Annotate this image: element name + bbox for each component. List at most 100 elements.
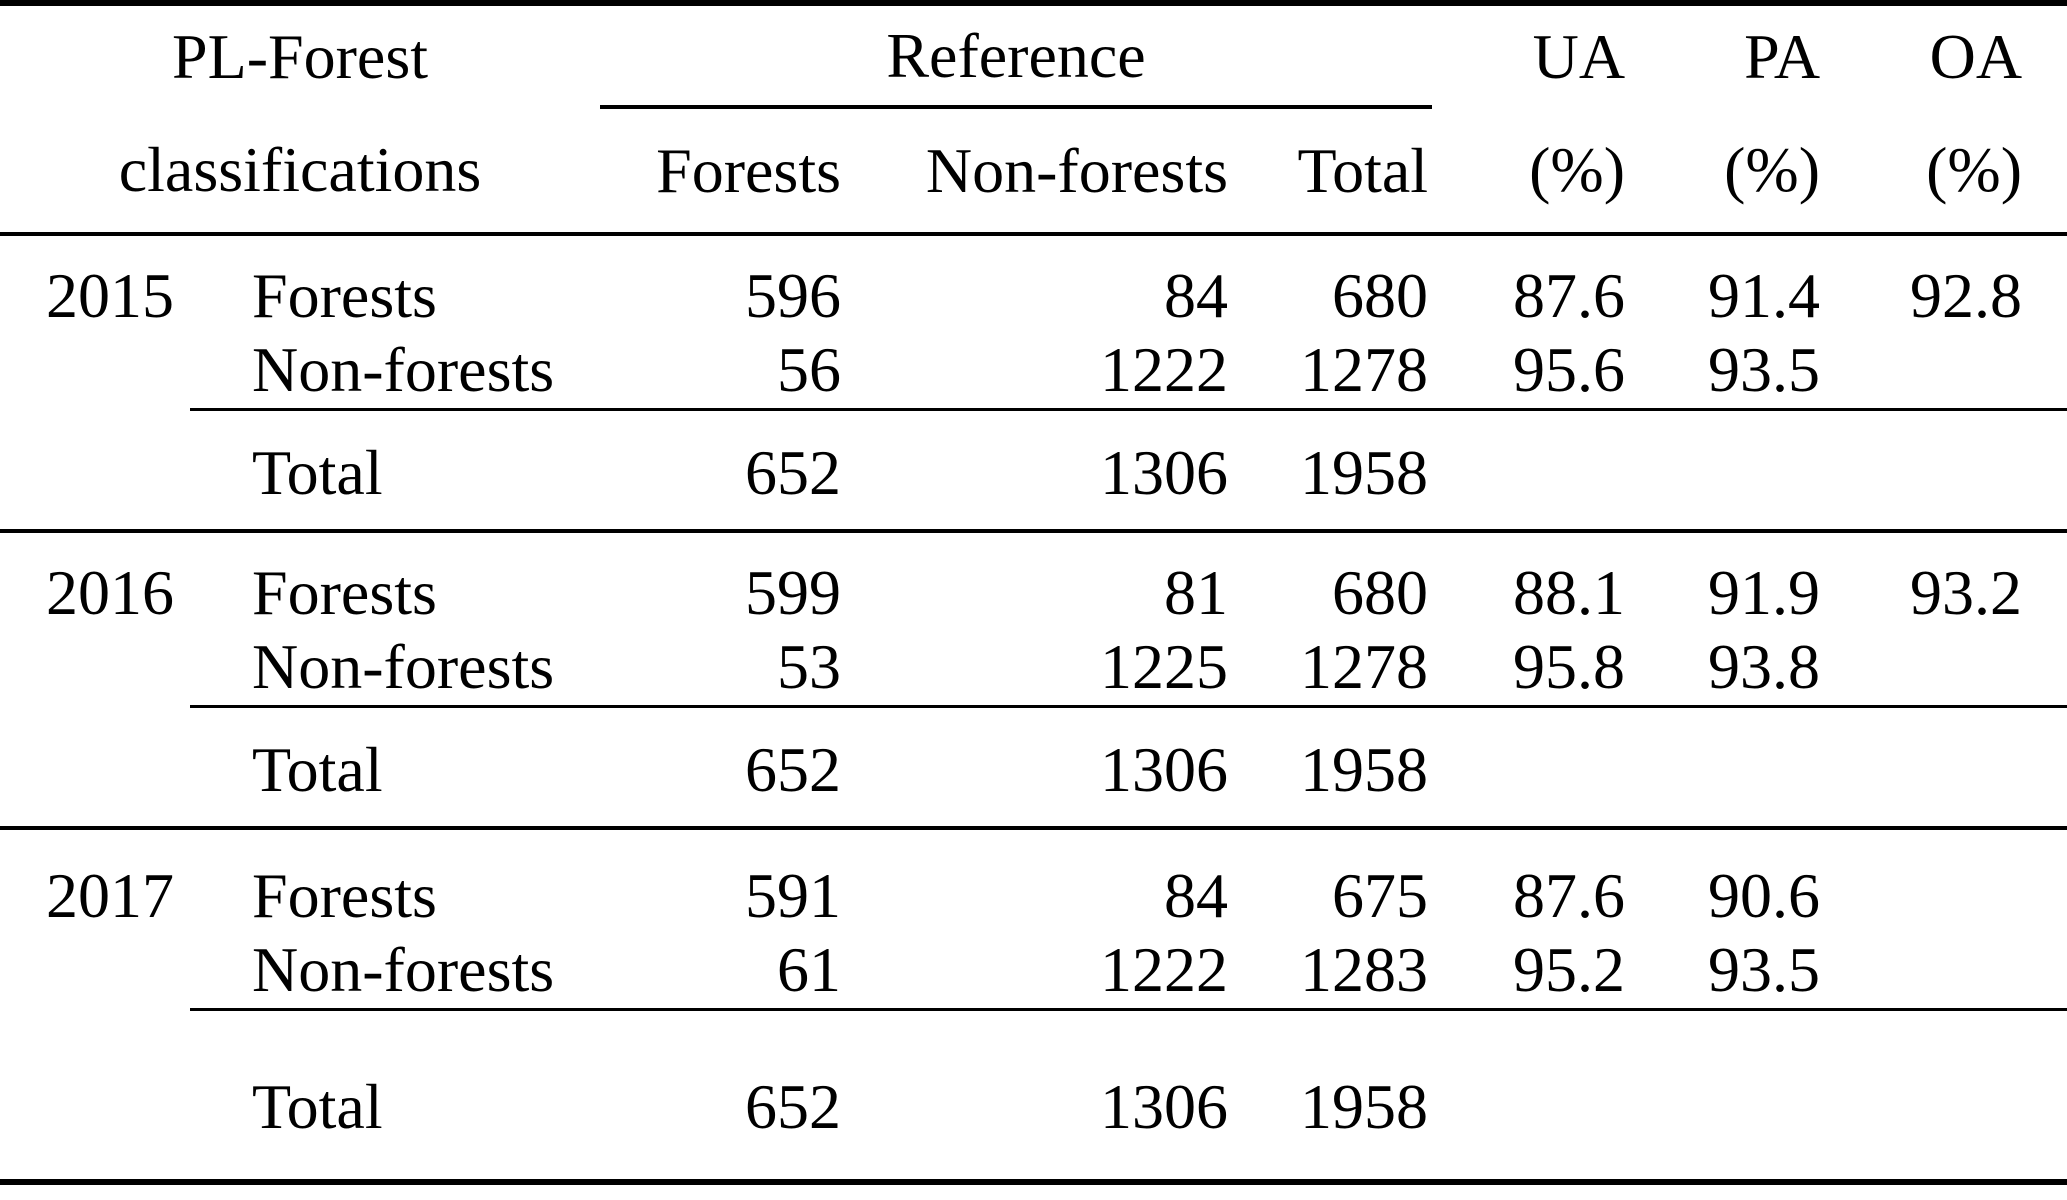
cell-oa: 93.2: [1910, 557, 2023, 628]
header-ua-unit: (%): [1529, 133, 1626, 205]
header-pl-forest: PL-Forest: [172, 20, 428, 92]
header-oa: OA: [1929, 20, 2023, 92]
table-row: Non-forests 53 1225 1278 95.8 93.8: [0, 631, 2067, 707]
cell-ref-nonforests: 1225: [1100, 631, 1228, 702]
cell-ref-nonforests: 84: [1164, 260, 1228, 331]
row-label: Forests: [252, 260, 437, 331]
cell-ref-total: 1278: [1300, 631, 1429, 702]
table-row: 2017 Forests 591 84 675 87.6 90.6: [0, 828, 2067, 934]
cell-ua: 95.8: [1513, 631, 1626, 702]
cell-oa: [1824, 631, 2067, 707]
cell-ref-total: 680: [1332, 260, 1429, 331]
year-block-2016: 2016 Forests 599 81 680 88.1 91.9 93.2 N…: [0, 531, 2067, 828]
cell-ua: [1432, 705, 1630, 828]
cell-ref-forests: 599: [745, 557, 841, 628]
year-cell-empty: [0, 410, 190, 532]
year-block-2015: 2015 Forests 596 84 680 87.6 91.4 92.8 N…: [0, 234, 2067, 531]
cell-ref-forests: 652: [600, 1008, 845, 1182]
total-label: Total: [190, 1008, 600, 1182]
year-cell-empty: [0, 334, 190, 410]
header-pa: PA: [1744, 20, 1821, 92]
cell-ref-total: 1958: [1232, 705, 1433, 828]
header-oa-unit: (%): [1926, 133, 2023, 205]
year-cell: 2016: [46, 557, 174, 628]
row-label: Forests: [252, 557, 437, 628]
year-block-2017: 2017 Forests 591 84 675 87.6 90.6 Non-fo…: [0, 828, 2067, 1182]
year-cell-empty: [0, 631, 190, 707]
cell-ua: 87.6: [1513, 260, 1626, 331]
cell-ref-forests: 61: [777, 934, 841, 1005]
cell-oa: [1824, 828, 2067, 934]
cell-ref-forests: 591: [745, 860, 841, 931]
cell-ref-nonforests: 84: [1164, 860, 1228, 931]
cell-ref-forests: 596: [745, 260, 841, 331]
row-label: Non-forests: [252, 934, 555, 1005]
cell-pa: [1629, 408, 1825, 531]
year-cell-empty: [0, 707, 190, 829]
cell-ref-nonforests: 1222: [1100, 934, 1228, 1005]
cell-ua: 95.6: [1513, 334, 1626, 405]
cell-oa: 92.8: [1910, 260, 2023, 331]
cell-ref-forests: 652: [600, 705, 845, 828]
cell-pa: 91.9: [1708, 557, 1821, 628]
table-row: Non-forests 61 1222 1283 95.2 93.5: [0, 934, 2067, 1010]
header-ua: UA: [1532, 20, 1626, 92]
cell-pa: 93.5: [1708, 934, 1821, 1005]
header-row-1: PL-Forest Reference UA PA OA: [0, 3, 2067, 109]
cell-ref-total: 675: [1332, 860, 1429, 931]
cell-ref-nonforests: 1306: [845, 408, 1232, 531]
table-row: 2016 Forests 599 81 680 88.1 91.9 93.2: [0, 531, 2067, 631]
cell-pa: 91.4: [1708, 260, 1821, 331]
cell-ref-nonforests: 1222: [1100, 334, 1228, 405]
cell-oa: [1824, 408, 2067, 531]
cell-pa: 93.8: [1708, 631, 1821, 702]
row-label: Non-forests: [252, 334, 555, 405]
cell-ref-forests: 56: [777, 334, 841, 405]
cell-ref-nonforests: 81: [1164, 557, 1228, 628]
cell-oa: [1824, 705, 2067, 828]
cell-ua: 95.2: [1513, 934, 1626, 1005]
cell-pa: [1629, 1008, 1825, 1182]
year-cell: 2015: [46, 260, 174, 331]
cell-ua: [1432, 408, 1630, 531]
header-classifications: classifications: [118, 133, 482, 205]
cell-ref-total: 680: [1332, 557, 1429, 628]
year-cell: 2017: [46, 860, 174, 931]
cell-oa: [1824, 934, 2067, 1010]
header-row-2: classifications Forests Non-forests Tota…: [0, 107, 2067, 234]
year-cell-empty: [0, 934, 190, 1010]
cell-ref-total: 1278: [1300, 334, 1429, 405]
cell-pa: 93.5: [1708, 334, 1821, 405]
header-ref-forests: Forests: [656, 134, 841, 206]
header-reference: Reference: [600, 3, 1433, 109]
total-label: Total: [190, 705, 600, 828]
cell-oa: [1824, 1008, 2067, 1182]
cell-oa: [1824, 334, 2067, 410]
header-ref-nonforests: Non-forests: [925, 134, 1228, 206]
cell-ref-forests: 652: [600, 408, 845, 531]
year-cell-empty: [0, 1010, 190, 1183]
table-row: 2015 Forests 596 84 680 87.6 91.4 92.8: [0, 234, 2067, 334]
row-label: Non-forests: [252, 631, 555, 702]
table-header: PL-Forest Reference UA PA OA classificat…: [0, 3, 2067, 234]
table-row: Non-forests 56 1222 1278 95.6 93.5: [0, 334, 2067, 410]
cell-ref-forests: 53: [777, 631, 841, 702]
cell-ref-nonforests: 1306: [845, 1008, 1232, 1182]
cell-pa: [1629, 705, 1825, 828]
cell-ua: 88.1: [1513, 557, 1626, 628]
total-row: Total 652 1306 1958: [0, 705, 2067, 829]
header-pa-unit: (%): [1724, 133, 1821, 205]
row-label: Forests: [252, 860, 437, 931]
cell-ref-total: 1958: [1232, 1008, 1433, 1182]
total-row: Total 652 1306 1958: [0, 1008, 2067, 1183]
total-row: Total 652 1306 1958: [0, 408, 2067, 532]
cell-ua: 87.6: [1513, 860, 1626, 931]
cell-ref-total: 1283: [1300, 934, 1429, 1005]
header-ref-total: Total: [1297, 134, 1429, 206]
cell-pa: 90.6: [1708, 860, 1821, 931]
total-label: Total: [190, 408, 600, 531]
cell-ref-nonforests: 1306: [845, 705, 1232, 828]
cell-ref-total: 1958: [1232, 408, 1433, 531]
